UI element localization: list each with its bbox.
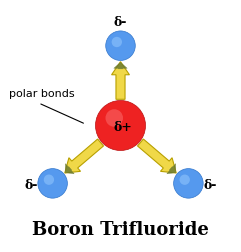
FancyArrow shape	[167, 164, 176, 174]
Circle shape	[106, 32, 135, 61]
Circle shape	[38, 169, 67, 198]
FancyArrow shape	[112, 62, 129, 100]
Text: δ-: δ-	[114, 16, 127, 29]
FancyArrow shape	[65, 164, 74, 174]
Circle shape	[106, 110, 123, 127]
Text: Boron Trifluoride: Boron Trifluoride	[32, 220, 209, 238]
Text: δ-: δ-	[25, 178, 38, 191]
Text: polar bonds: polar bonds	[8, 89, 74, 99]
Circle shape	[44, 175, 54, 185]
FancyArrow shape	[114, 63, 127, 70]
FancyArrow shape	[65, 140, 103, 173]
FancyArrow shape	[138, 140, 176, 173]
Circle shape	[180, 175, 190, 185]
Circle shape	[95, 101, 146, 151]
Text: δ+: δ+	[114, 121, 132, 134]
Circle shape	[112, 38, 122, 48]
Circle shape	[174, 169, 203, 198]
Text: δ-: δ-	[203, 178, 216, 191]
